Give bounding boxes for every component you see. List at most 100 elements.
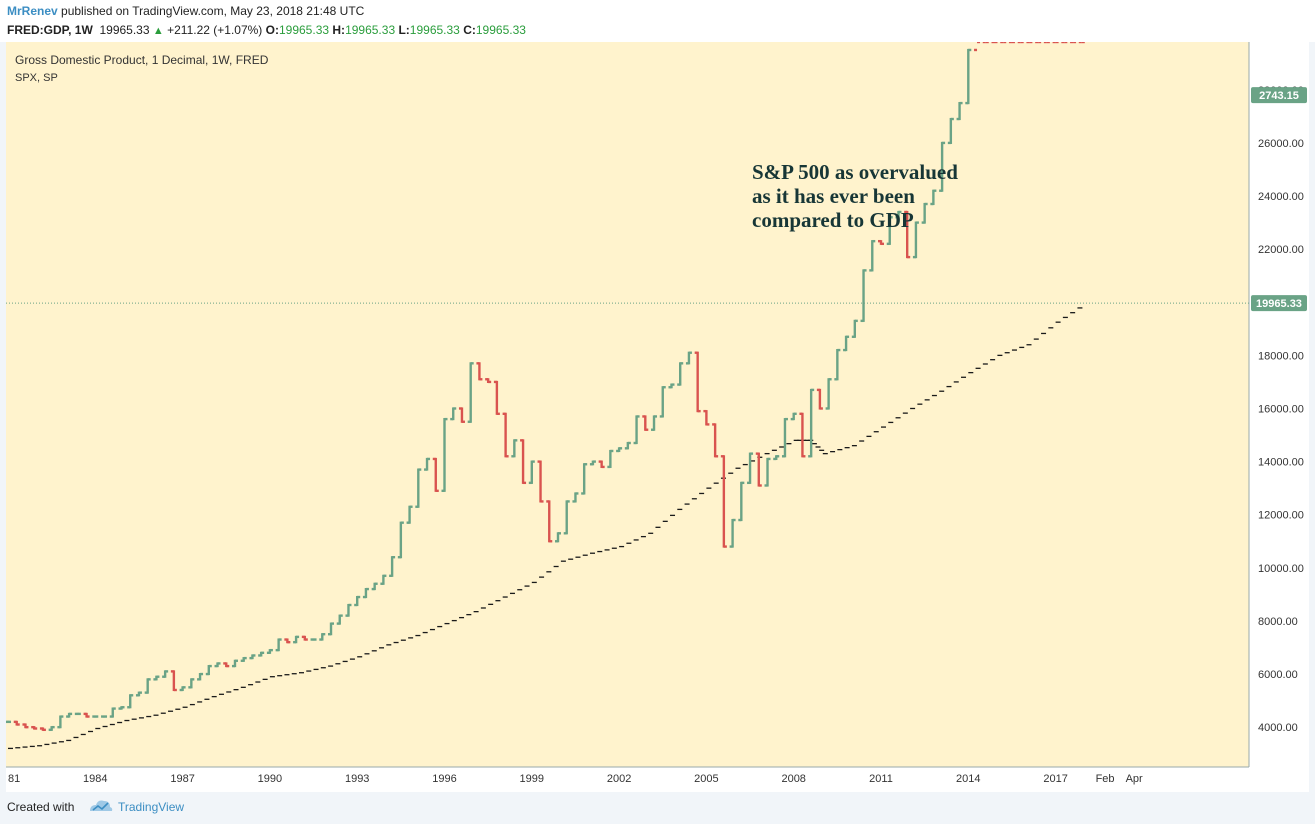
up-arrow-icon: ▲ (152, 25, 164, 37)
spx-bar (904, 210, 911, 259)
x-tick-label: Feb (1096, 773, 1115, 785)
spx-bar (563, 500, 570, 535)
tradingview-logo-icon[interactable] (88, 797, 114, 815)
spx-bar (380, 574, 387, 585)
y-tick-label: 12000.00 (1258, 510, 1304, 522)
spx-bar (109, 707, 116, 718)
spx-bar (336, 614, 343, 625)
chart-svg[interactable]: 4000.00 6000.00 8000.00 10000.00 12000.00 140… (5, 40, 1309, 792)
spx-bar (799, 412, 806, 458)
spx-bar (170, 670, 177, 692)
tradingview-link[interactable]: TradingView (118, 800, 185, 814)
spx-bar (188, 678, 195, 689)
spx-bar (66, 712, 73, 718)
spx-bar (458, 407, 465, 423)
spx-bar (397, 521, 404, 559)
spx-bar (843, 335, 850, 352)
spx-bar (747, 452, 754, 485)
last-value-label: 19965.33 (1251, 295, 1307, 312)
spx-bar (738, 481, 745, 522)
spx-bar (135, 691, 142, 697)
x-tick-label: 2011 (869, 773, 893, 785)
spx-bar (389, 556, 396, 577)
high-label: H: (332, 23, 346, 37)
spx-bar (651, 415, 658, 431)
spx-bar (101, 715, 108, 718)
y-tick-label: 8000.00 (1258, 616, 1298, 628)
spx-bar (851, 319, 858, 338)
spx-bar (441, 417, 448, 493)
spx-bars (5, 40, 1085, 732)
spx-bar (127, 694, 134, 709)
x-tick-label: 2017 (1043, 773, 1067, 785)
spx-bar (476, 362, 483, 381)
last-value-badge (1251, 295, 1307, 312)
spx-bar (589, 460, 596, 466)
spx-bar (310, 638, 317, 641)
spx-bar (677, 362, 684, 386)
spx-bar (467, 362, 474, 423)
spx-bar (729, 518, 736, 548)
spx-bar (624, 441, 631, 450)
spx-bar (5, 720, 11, 724)
spx-bar (965, 48, 972, 105)
price-axis[interactable] (1249, 42, 1309, 792)
annotation-line-1: S&P 500 as overvalued (752, 160, 958, 184)
spx-bar (179, 686, 186, 692)
spx-bar (878, 239, 884, 246)
footer-bar: Created with TradingView (0, 792, 1315, 824)
spx-bar (895, 210, 902, 219)
time-axis[interactable] (6, 767, 1249, 792)
spx-bar (939, 141, 946, 192)
spx-bar (48, 725, 55, 732)
y-tick-label: 26000.00 (1258, 138, 1304, 150)
high-value: 19965.33 (345, 23, 396, 37)
spx-bar (450, 407, 457, 421)
last-value-label: 2743.15 (1251, 87, 1307, 104)
spx-bar (703, 409, 710, 426)
annotation-line-2: as it has ever been (752, 184, 915, 208)
spx-bar (345, 603, 352, 617)
spx-bar (92, 715, 99, 718)
x-tick-label: 1996 (432, 773, 456, 785)
spx-bar (947, 117, 954, 145)
spx-bar (223, 662, 230, 668)
x-tick-label: 2008 (781, 773, 805, 785)
spx-bar (258, 651, 265, 657)
spx-bar (22, 723, 29, 729)
x-tick-label: Apr (1126, 773, 1143, 785)
publisher-link[interactable]: MrRenev (7, 4, 58, 18)
spx-bar (31, 725, 38, 730)
spx-bar (284, 638, 291, 644)
x-tick-label: 1987 (170, 773, 194, 785)
spx-bar (249, 654, 256, 660)
y-tick-label: 10000.00 (1258, 563, 1304, 575)
price-change: +211.22 (+1.07%) (167, 23, 263, 37)
spx-bar (598, 460, 605, 469)
spx-bar (74, 712, 81, 716)
spx-bar (886, 216, 893, 246)
x-tick-label: 1993 (345, 773, 369, 785)
spx-bar (415, 468, 422, 508)
spx-bar (231, 659, 238, 668)
publish-info: MrRenev published on TradingView.com, Ma… (7, 4, 364, 18)
plot-area[interactable] (6, 42, 1249, 767)
spx-bar (406, 505, 413, 524)
y-tick-label: 6000.00 (1258, 669, 1298, 681)
y-tick-label: 4000.00 (1258, 722, 1298, 734)
spx-bar (720, 455, 727, 548)
symbol-name: FRED:GDP, 1W (7, 23, 93, 37)
spx-bar (13, 720, 20, 726)
chart-container[interactable]: 4000.00 6000.00 8000.00 10000.00 12000.00 140… (5, 40, 1309, 792)
spx-bar (432, 457, 439, 493)
spx-bar (301, 635, 308, 641)
created-with-text: Created with (7, 800, 75, 814)
spx-bar (755, 452, 762, 487)
spx-bar (834, 348, 841, 381)
x-tick-label: 1984 (83, 773, 107, 785)
close-label: C: (463, 23, 476, 37)
spx-bar (502, 412, 509, 458)
x-tick-label: 1990 (258, 773, 282, 785)
spx-bar (511, 439, 518, 458)
spx-bar (790, 412, 797, 421)
